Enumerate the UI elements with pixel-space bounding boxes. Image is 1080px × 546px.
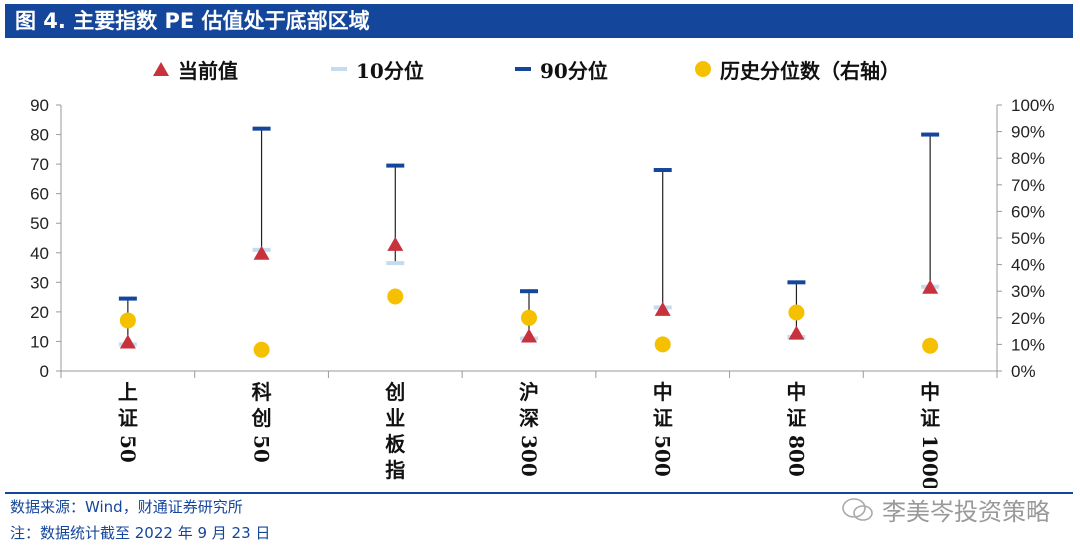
footer-note: 注：数据统计截至 2022 年 9 月 23 日 xyxy=(10,524,271,542)
left-axis-tick-label: 70 xyxy=(30,155,49,174)
legend-item-p90: 90分位 xyxy=(514,52,608,86)
left-axis-tick-label: 50 xyxy=(30,214,49,233)
legend-item-p10: 10分位 xyxy=(330,52,424,86)
right-axis-tick-label: 40% xyxy=(1011,256,1045,275)
left-axis-tick-label: 0 xyxy=(40,362,49,381)
legend-item-percentile: 历史分位数（右轴） xyxy=(694,52,900,86)
circle-icon xyxy=(695,61,711,77)
dash-icon xyxy=(515,67,531,71)
right-axis-tick-label: 0% xyxy=(1011,362,1036,381)
x-axis-category-label: 科创 xyxy=(251,380,272,430)
x-axis-category-label: 中证 xyxy=(920,380,940,430)
wechat-icon xyxy=(842,497,873,521)
x-axis-category-digits: 1000 xyxy=(918,435,942,488)
x-axis-category-digits: 800 xyxy=(784,435,808,477)
current-value-marker xyxy=(788,325,805,340)
legend-label-p90: 90分位 xyxy=(540,58,608,83)
x-axis-category-label: 中证 xyxy=(653,380,673,430)
left-axis-tick-label: 80 xyxy=(30,126,49,145)
current-value-marker xyxy=(387,236,404,251)
legend-label-current: 当前值 xyxy=(178,58,238,83)
footer-source: 数据来源：Wind，财通证券研究所 xyxy=(10,498,243,516)
left-axis-tick-label: 10 xyxy=(30,332,49,351)
p90-mark xyxy=(118,296,137,301)
percentile-dot xyxy=(119,312,136,329)
p90-mark xyxy=(653,168,672,173)
right-axis-tick-label: 10% xyxy=(1011,335,1045,354)
x-axis-category-label: 上证 xyxy=(118,380,138,430)
right-axis-tick-label: 90% xyxy=(1011,123,1045,142)
left-axis-tick-label: 90 xyxy=(30,96,49,115)
chart-title: 图 4. 主要指数 PE 估值处于底部区域 xyxy=(5,4,1073,38)
triangle-icon xyxy=(153,62,169,76)
p10-mark xyxy=(386,261,405,266)
legend-label-p10: 10分位 xyxy=(356,58,424,83)
p90-mark xyxy=(252,126,271,131)
legend-item-current: 当前值 xyxy=(152,52,238,86)
percentile-dot xyxy=(387,288,404,305)
x-axis-category-digits: 50 xyxy=(250,435,274,463)
percentile-dot xyxy=(788,304,805,321)
watermark-text: 李美岑投资策略 xyxy=(882,498,1050,526)
current-value-marker xyxy=(922,279,939,294)
p90-mark xyxy=(921,132,940,137)
right-axis-tick-label: 60% xyxy=(1011,202,1045,221)
current-value-marker xyxy=(119,334,136,349)
p90-mark xyxy=(787,280,806,285)
percentile-dot xyxy=(922,337,939,354)
left-axis-tick-label: 60 xyxy=(30,185,49,204)
x-axis-category-digits: 300 xyxy=(517,435,541,477)
legend: 当前值 10分位 90分位 历史分位数（右轴） xyxy=(0,52,1080,86)
p90-mark xyxy=(386,163,405,168)
right-axis-tick-label: 30% xyxy=(1011,282,1045,301)
chart-plot: 0 10 20 30 40 50 60 70 80 90 0% 10% 20% 30% 40% 50% 60% 7… xyxy=(30,96,1054,488)
left-axis-tick-label: 20 xyxy=(30,303,49,322)
current-value-marker xyxy=(253,245,270,260)
x-axis-category-label: 创业板指 xyxy=(384,380,406,482)
footer: 数据来源：Wind，财通证券研究所 注：数据统计截至 2022 年 9 月 23… xyxy=(0,490,1080,546)
percentile-dot xyxy=(654,336,671,353)
percentile-dot xyxy=(253,341,270,358)
right-axis-tick-label: 50% xyxy=(1011,229,1045,248)
right-axis-tick-label: 80% xyxy=(1011,149,1045,168)
current-value-marker xyxy=(654,301,671,316)
footer-divider xyxy=(5,492,1073,494)
x-axis-category-digits: 500 xyxy=(651,435,675,477)
left-axis-tick-label: 40 xyxy=(30,244,49,263)
watermark: 李美岑投资策略 xyxy=(842,492,1050,527)
right-axis-tick-label: 20% xyxy=(1011,309,1045,328)
x-axis-category-digits: 50 xyxy=(116,435,140,463)
current-value-marker xyxy=(521,328,537,343)
right-axis-tick-label: 100% xyxy=(1011,96,1054,115)
x-axis-category-label: 中证 xyxy=(786,380,806,430)
legend-label-percentile: 历史分位数（右轴） xyxy=(720,58,900,83)
x-axis-category-label: 沪深 xyxy=(519,380,539,430)
left-axis-tick-label: 30 xyxy=(30,273,49,292)
dash-icon xyxy=(331,67,347,71)
percentile-dot xyxy=(521,309,537,326)
p90-mark xyxy=(520,289,538,294)
right-axis-tick-label: 70% xyxy=(1011,176,1045,195)
